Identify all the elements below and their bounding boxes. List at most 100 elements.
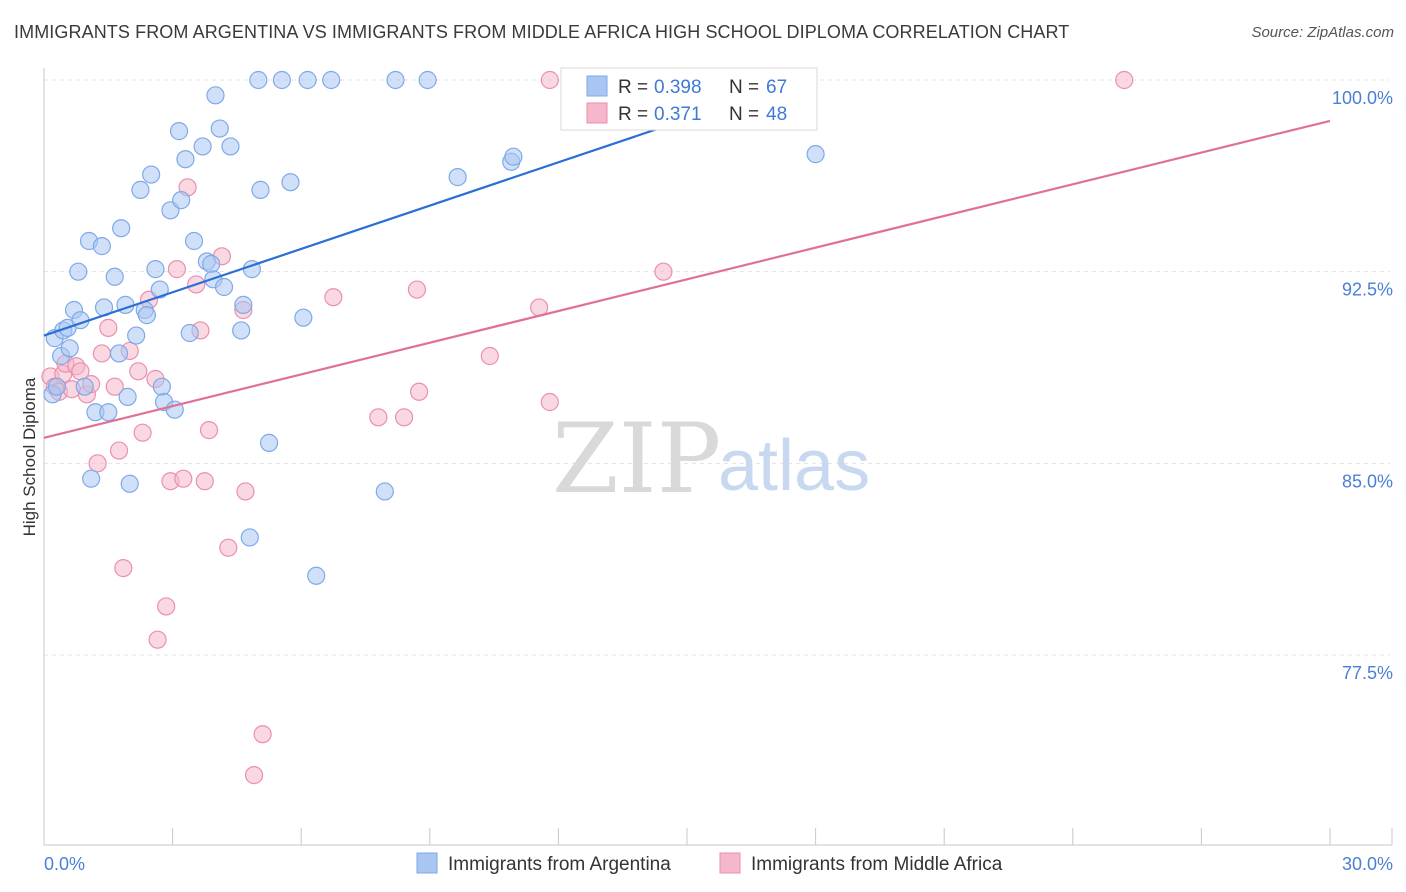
argentina-point [251,180,270,199]
middle-africa-trend-line [43,119,1331,439]
middle-africa-point [92,344,111,363]
argentina-point [184,231,204,251]
legend-r-label-argentina: R = [618,77,648,98]
argentina-point [92,237,111,256]
y-tick-labels: 100.0% 92.5% 85.0% 77.5% [1332,88,1393,683]
legend-n-label-argentina: N = [729,77,759,98]
argentina-point [137,306,156,325]
argentina-point [221,137,240,156]
argentina-point [294,308,313,327]
argentina-point [240,528,259,547]
middle-africa-point [1115,70,1134,90]
argentina-point [127,326,146,345]
bottom-legend-label-middle-africa: Immigrants from Middle Africa [751,854,1003,875]
middle-africa-point [133,423,152,442]
argentina-point [180,323,199,343]
trend-lines [43,78,1331,439]
y-tick-label: 92.5% [1342,280,1393,300]
middle-africa-point [369,408,388,427]
middle-africa-point [409,382,429,401]
argentina-point [47,377,66,396]
legend-r-value-argentina: 0.398 [654,77,702,98]
argentina-point [146,260,165,279]
middle-africa-point [105,377,124,396]
argentina-point [418,70,437,90]
argentina-point [118,387,137,406]
middle-africa-point [540,392,559,412]
argentina-point [249,70,268,90]
middle-africa-point [244,766,264,785]
argentina-point [504,147,523,166]
bottom-legend-swatch-argentina [416,852,438,874]
middle-africa-point [167,260,186,279]
legend-swatch-middle-africa [586,102,608,124]
data-points [41,70,1134,785]
middle-africa-point [109,441,129,460]
argentina-point [112,219,131,238]
argentina-point [375,482,394,501]
y-tick-label: 100.0% [1332,88,1393,108]
middle-africa-point [129,362,148,381]
middle-africa-point [407,280,427,299]
argentina-point [142,165,161,184]
argentina-point [281,173,300,192]
argentina-point [105,267,124,286]
argentina-point [69,262,88,281]
legend-n-value-argentina: 67 [766,77,787,98]
correlation-legend: R = 0.398 N = 67 R = 0.371 N = 48 [560,67,818,131]
middle-africa-point [174,469,193,488]
x-tick-labels: 0.0% 30.0% [44,854,1393,874]
argentina-point [210,119,229,138]
argentina-point [120,474,139,493]
middle-africa-point [148,630,167,649]
argentina-point [169,122,189,141]
argentina-point [448,168,467,187]
legend-swatch-argentina [586,75,608,97]
argentina-point [82,469,101,488]
argentina-point [272,70,292,90]
middle-africa-point [324,288,343,307]
chart-source: Source: ZipAtlas.com [1251,24,1394,41]
legend-n-label-middle-africa: N = [729,104,759,125]
series-legend: Immigrants from Argentina Immigrants fro… [416,852,1003,875]
argentina-point [172,191,191,210]
middle-africa-point [199,421,219,440]
argentina-point [150,280,169,299]
legend-r-value-middle-africa: 0.371 [654,104,702,125]
argentina-point [99,403,118,422]
middle-africa-point [654,262,673,281]
watermark-atlas: atlas [718,426,870,506]
middle-africa-point [99,318,118,337]
argentina-point [322,70,341,90]
argentina-point [109,344,129,363]
argentina-point [176,150,195,169]
argentina-point [60,339,79,358]
x-tick-label: 30.0% [1342,854,1393,874]
middle-africa-point [236,482,255,501]
middle-africa-point [253,725,272,744]
middle-africa-point [88,454,107,473]
argentina-point [75,377,94,396]
argentina-point [202,254,221,274]
middle-africa-point [195,472,214,491]
middle-africa-point [394,408,414,427]
legend-n-value-middle-africa: 48 [766,104,787,125]
argentina-point [131,180,150,199]
x-tick-label: 0.0% [44,854,85,874]
argentina-point [152,377,171,396]
watermark: ZIP atlas [552,403,870,515]
argentina-point [206,86,225,105]
argentina-point [259,433,279,452]
watermark-zip: ZIP [552,403,721,515]
middle-africa-point [219,538,238,557]
y-axis-title: High School Diploma [20,377,39,536]
middle-africa-point [157,597,176,616]
chart-title: IMMIGRANTS FROM ARGENTINA VS IMMIGRANTS … [14,22,1070,42]
y-tick-label: 77.5% [1342,663,1393,683]
argentina-point [232,321,251,340]
middle-africa-point [114,559,133,578]
axes [43,68,1393,846]
argentina-point [298,70,317,90]
grid-lines [44,79,1390,656]
